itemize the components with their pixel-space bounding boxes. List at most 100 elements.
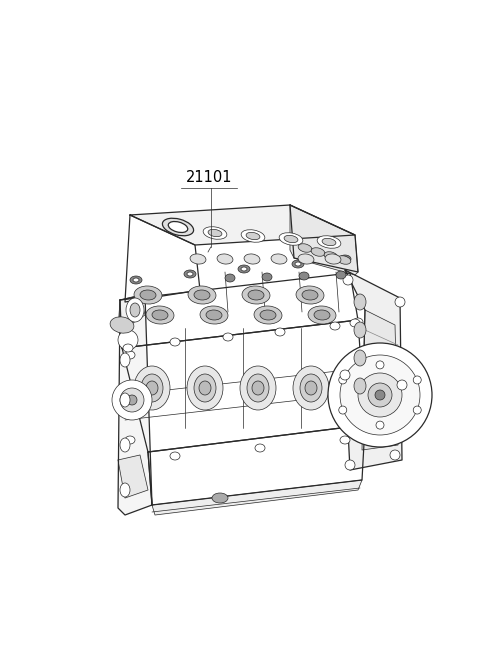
Ellipse shape bbox=[134, 366, 170, 410]
Ellipse shape bbox=[126, 298, 144, 322]
Ellipse shape bbox=[146, 381, 158, 395]
Ellipse shape bbox=[246, 232, 260, 239]
Polygon shape bbox=[362, 310, 398, 450]
Ellipse shape bbox=[187, 366, 223, 410]
Ellipse shape bbox=[162, 218, 193, 236]
Circle shape bbox=[343, 275, 353, 285]
Polygon shape bbox=[120, 273, 358, 348]
Ellipse shape bbox=[110, 317, 134, 333]
Ellipse shape bbox=[123, 344, 133, 352]
Ellipse shape bbox=[296, 286, 324, 304]
Circle shape bbox=[376, 421, 384, 429]
Circle shape bbox=[340, 370, 350, 380]
Ellipse shape bbox=[262, 273, 272, 281]
Ellipse shape bbox=[342, 257, 348, 261]
Ellipse shape bbox=[188, 286, 216, 304]
Ellipse shape bbox=[260, 310, 276, 320]
Ellipse shape bbox=[190, 254, 206, 264]
Circle shape bbox=[358, 373, 402, 417]
Ellipse shape bbox=[244, 254, 260, 264]
Ellipse shape bbox=[140, 290, 156, 300]
Circle shape bbox=[340, 355, 420, 435]
Polygon shape bbox=[118, 295, 145, 330]
Ellipse shape bbox=[194, 290, 210, 300]
Ellipse shape bbox=[354, 322, 366, 338]
Polygon shape bbox=[152, 480, 362, 515]
Ellipse shape bbox=[240, 366, 276, 410]
Ellipse shape bbox=[248, 290, 264, 300]
Polygon shape bbox=[290, 205, 358, 272]
Ellipse shape bbox=[353, 318, 363, 326]
Circle shape bbox=[375, 390, 385, 400]
Ellipse shape bbox=[120, 438, 130, 452]
Ellipse shape bbox=[120, 353, 130, 367]
Polygon shape bbox=[290, 205, 358, 275]
Ellipse shape bbox=[238, 265, 250, 273]
Ellipse shape bbox=[295, 262, 301, 266]
Ellipse shape bbox=[125, 351, 135, 359]
Ellipse shape bbox=[254, 306, 282, 324]
Circle shape bbox=[413, 406, 421, 414]
Ellipse shape bbox=[203, 227, 227, 239]
Ellipse shape bbox=[184, 270, 196, 278]
Ellipse shape bbox=[275, 328, 285, 336]
Ellipse shape bbox=[292, 260, 304, 268]
Circle shape bbox=[397, 380, 407, 390]
Ellipse shape bbox=[212, 493, 228, 503]
Ellipse shape bbox=[125, 436, 135, 444]
Ellipse shape bbox=[130, 276, 142, 284]
Circle shape bbox=[368, 383, 392, 407]
Ellipse shape bbox=[322, 238, 336, 245]
Ellipse shape bbox=[200, 306, 228, 324]
Circle shape bbox=[339, 376, 347, 384]
Polygon shape bbox=[125, 215, 200, 302]
Ellipse shape bbox=[340, 436, 350, 444]
Ellipse shape bbox=[252, 381, 264, 395]
Ellipse shape bbox=[317, 236, 341, 248]
Ellipse shape bbox=[194, 374, 216, 402]
Ellipse shape bbox=[199, 381, 211, 395]
Polygon shape bbox=[148, 425, 365, 505]
Polygon shape bbox=[122, 320, 365, 452]
Ellipse shape bbox=[255, 444, 265, 452]
Ellipse shape bbox=[130, 303, 140, 317]
Ellipse shape bbox=[354, 378, 366, 394]
Circle shape bbox=[413, 376, 421, 384]
Circle shape bbox=[112, 380, 152, 420]
Ellipse shape bbox=[241, 267, 247, 271]
Text: 21101: 21101 bbox=[186, 170, 232, 185]
Ellipse shape bbox=[120, 393, 130, 407]
Polygon shape bbox=[345, 270, 402, 470]
Ellipse shape bbox=[133, 278, 139, 282]
Circle shape bbox=[390, 450, 400, 460]
Ellipse shape bbox=[141, 374, 163, 402]
Circle shape bbox=[328, 343, 432, 447]
Polygon shape bbox=[118, 295, 152, 515]
Circle shape bbox=[339, 406, 347, 414]
Ellipse shape bbox=[217, 254, 233, 264]
Circle shape bbox=[118, 330, 138, 350]
Ellipse shape bbox=[336, 271, 346, 279]
Ellipse shape bbox=[324, 252, 338, 260]
Polygon shape bbox=[130, 205, 355, 245]
Ellipse shape bbox=[152, 310, 168, 320]
Ellipse shape bbox=[146, 306, 174, 324]
Ellipse shape bbox=[298, 244, 312, 253]
Ellipse shape bbox=[271, 254, 287, 264]
Ellipse shape bbox=[354, 294, 366, 310]
Ellipse shape bbox=[170, 338, 180, 346]
Circle shape bbox=[120, 388, 144, 412]
Ellipse shape bbox=[208, 230, 222, 237]
Ellipse shape bbox=[308, 306, 336, 324]
Circle shape bbox=[345, 460, 355, 470]
Ellipse shape bbox=[279, 233, 303, 245]
Ellipse shape bbox=[168, 222, 188, 232]
Polygon shape bbox=[118, 455, 148, 498]
Ellipse shape bbox=[300, 374, 322, 402]
Ellipse shape bbox=[225, 274, 235, 282]
Ellipse shape bbox=[354, 350, 366, 366]
Ellipse shape bbox=[299, 272, 309, 280]
Circle shape bbox=[127, 395, 137, 405]
Ellipse shape bbox=[170, 452, 180, 460]
Circle shape bbox=[395, 297, 405, 307]
